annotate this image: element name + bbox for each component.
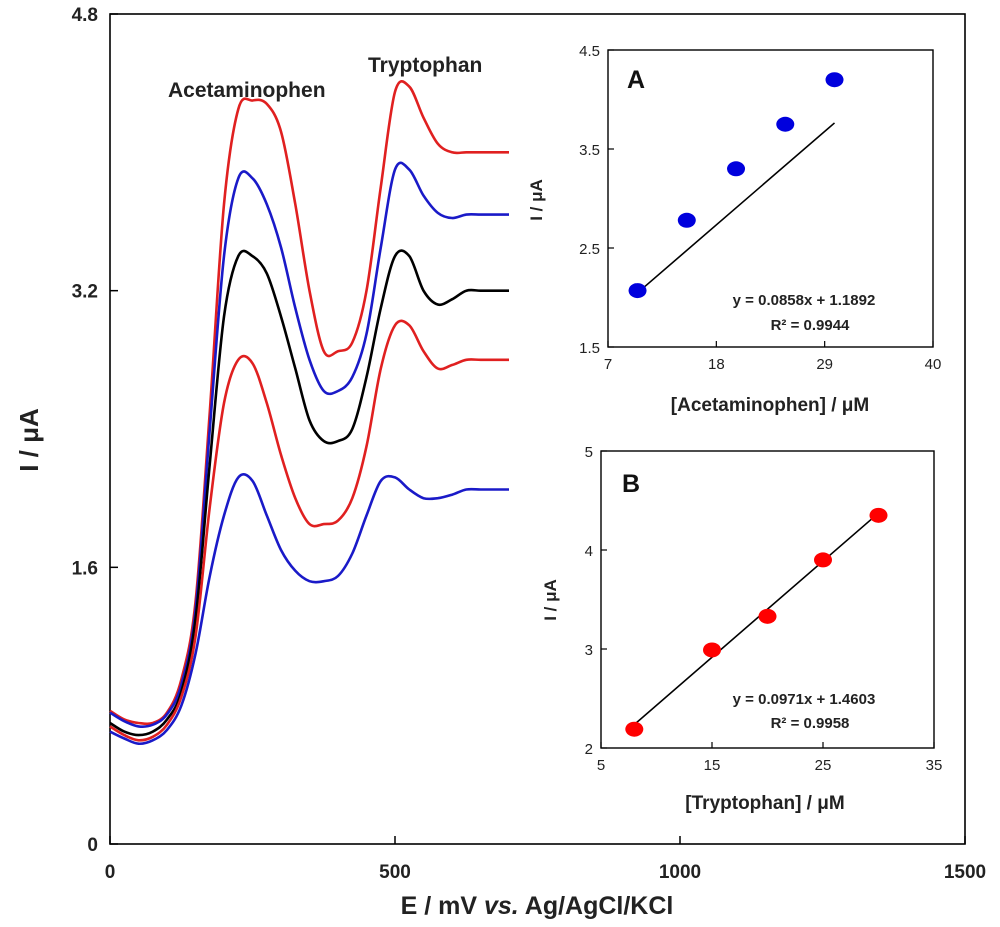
main-y-tick-label: 0 — [87, 835, 98, 856]
inset-a-data-point — [776, 116, 795, 132]
inset-a-panel-label: A — [627, 66, 645, 94]
inset-b-x-tick-label: 25 — [815, 757, 832, 774]
inset-b-x-tick-label: 35 — [926, 757, 943, 774]
inset-b-equation: y = 0.0971x + 1.4603 — [733, 691, 876, 708]
inset-a-x-tick-label: 7 — [604, 356, 612, 373]
inset-a-axis-ticks: 1.5 2.5 3.5 4.5 7 18 29 40 — [579, 43, 941, 373]
series-line-4 — [109, 319, 509, 742]
main-y-axis-label: I / μA — [14, 408, 44, 472]
series-line-5 — [109, 473, 509, 746]
main-x-axis-label: E / mV vs. Ag/AgCl/KCl — [401, 892, 674, 920]
inset-b-x-axis-label: [Tryptophan] / μM — [685, 793, 844, 814]
main-series-lines — [109, 80, 510, 746]
main-y-tick-label: 4.8 — [72, 5, 98, 26]
inset-b-y-tick-label: 4 — [585, 543, 593, 560]
inset-b-y-axis-label: I / μA — [541, 579, 560, 621]
series-line-2 — [109, 161, 510, 728]
inset-b-trendline — [633, 512, 880, 726]
inset-a-marks — [628, 72, 844, 299]
inset-a-x-tick-label: 40 — [925, 356, 942, 373]
inset-a-y-tick-label: 3.5 — [579, 142, 600, 159]
inset-a-trendline — [637, 122, 836, 294]
inset-a-data-point — [825, 72, 844, 88]
inset-chart-b: 2 3 4 5 5 15 25 35 B y = 0.0971x + 1.4603 R² = … — [541, 444, 942, 814]
inset-a-data-point — [628, 283, 647, 299]
inset-b-x-tick-label: 15 — [704, 757, 721, 774]
main-x-tick-label: 1500 — [944, 862, 986, 883]
inset-a-y-tick-label: 4.5 — [579, 43, 600, 60]
inset-b-data-point — [703, 642, 721, 658]
inset-a-data-point — [677, 212, 696, 228]
inset-b-r2: R² = 0.9958 — [771, 715, 850, 732]
main-y-tick-label: 1.6 — [72, 558, 98, 579]
inset-a-r2: R² = 0.9944 — [771, 317, 850, 334]
inset-a-frame — [607, 49, 934, 348]
inset-b-axis-ticks: 2 3 4 5 5 15 25 35 — [585, 444, 943, 774]
inset-a-equation: y = 0.0858x + 1.1892 — [733, 292, 876, 309]
inset-b-y-tick-label: 2 — [585, 741, 593, 758]
inset-a-y-tick-label: 2.5 — [579, 241, 600, 258]
inset-a-y-axis-label: I / μA — [527, 179, 546, 221]
main-x-tick-label: 0 — [105, 862, 116, 883]
inset-b-x-tick-label: 5 — [597, 757, 605, 774]
main-x-tick-label: 500 — [379, 862, 411, 883]
main-y-tick-label: 3.2 — [72, 282, 98, 303]
series-line-1 — [109, 80, 509, 726]
inset-chart-a: 1.5 2.5 3.5 4.5 7 18 29 40 A y = 0.0858x + 1.18… — [527, 43, 941, 416]
inset-b-data-point — [758, 608, 777, 624]
inset-b-marks — [625, 507, 888, 737]
inset-a-x-tick-label: 29 — [816, 356, 833, 373]
inset-b-panel-label: B — [622, 470, 640, 498]
main-axis-ticks: 0 1.6 3.2 4.8 0 500 1000 1500 — [72, 5, 987, 883]
inset-b-data-point — [625, 721, 644, 737]
inset-a-data-point — [727, 161, 746, 177]
inset-b-data-point — [814, 552, 832, 568]
inset-b-y-tick-label: 5 — [585, 444, 593, 461]
inset-b-data-point — [869, 507, 888, 523]
inset-a-x-tick-label: 18 — [708, 356, 725, 373]
inset-a-x-axis-label: [Acetaminophen] / μM — [671, 395, 869, 416]
inset-b-y-tick-label: 3 — [585, 642, 593, 659]
annotation-acetaminophen: Acetaminophen — [168, 79, 326, 102]
inset-b-frame — [600, 450, 935, 749]
series-line-3 — [109, 249, 509, 737]
inset-a-y-tick-label: 1.5 — [579, 340, 600, 357]
annotation-tryptophan: Tryptophan — [368, 54, 482, 77]
main-x-tick-label: 1000 — [659, 862, 701, 883]
